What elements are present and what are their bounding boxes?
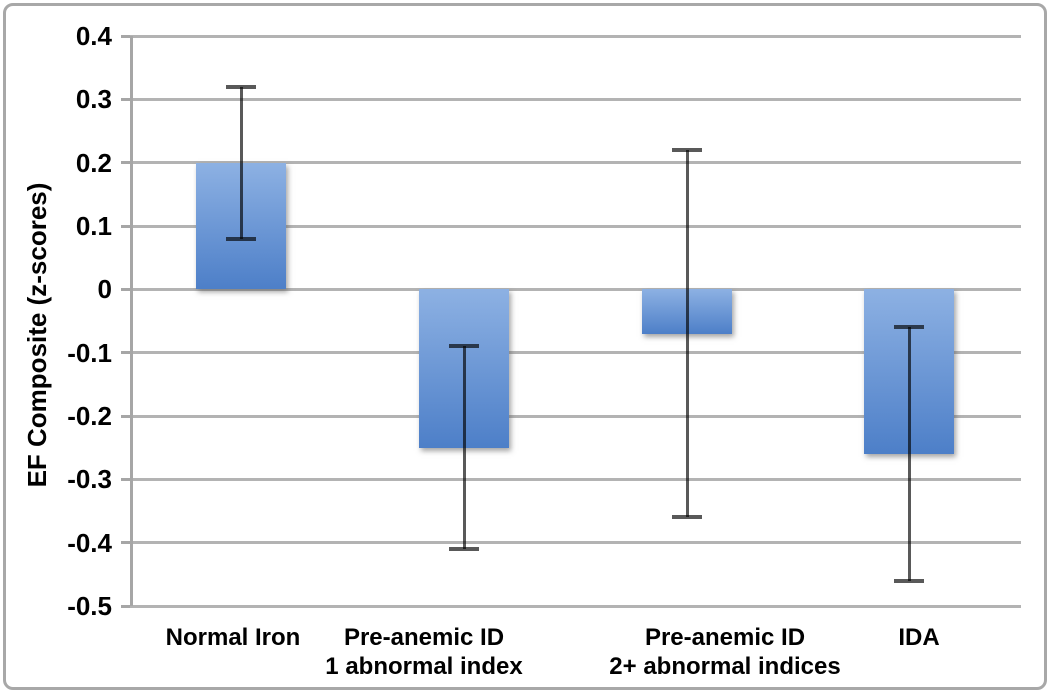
y-axis-tick <box>121 477 130 481</box>
bar-chart-figure: EF Composite (z-scores) 0.4 0.3 0.2 0.1 0 -0.… <box>3 3 1047 690</box>
x-category-label-line: Normal Iron <box>165 624 301 651</box>
x-category-label-line: 1 abnormal index <box>325 653 523 680</box>
x-category-label: IDA <box>759 623 1044 652</box>
y-axis-tick <box>121 161 130 165</box>
y-axis-tick <box>121 34 130 38</box>
error-bar-cap <box>894 325 924 330</box>
y-tick-label: -0.1 <box>67 337 112 368</box>
gridline <box>130 287 1021 291</box>
gridline <box>130 477 1021 481</box>
y-tick-label: -0.4 <box>67 527 112 558</box>
y-tick-label: 0.4 <box>75 21 112 51</box>
y-axis-tick <box>121 351 130 355</box>
gridline <box>130 97 1021 101</box>
x-category-label: Pre-anemic ID 1 abnormal index <box>264 623 584 681</box>
y-axis-tick <box>121 541 130 545</box>
y-axis-tick <box>121 287 130 291</box>
y-tick-label: 0.3 <box>75 84 112 115</box>
x-category-label: Normal Iron <box>73 623 393 652</box>
error-bar-cap <box>226 236 256 241</box>
x-category-label-line: IDA <box>898 624 940 651</box>
y-tick-label: 0 <box>97 274 112 305</box>
error-bar-cap <box>449 344 479 349</box>
error-bar-cap <box>894 578 924 583</box>
y-tick-label: -0.3 <box>67 464 112 495</box>
y-axis-tick <box>121 414 130 418</box>
error-bar-line <box>907 327 911 581</box>
y-axis-line <box>130 36 133 606</box>
gridline <box>130 351 1021 355</box>
error-bar-cap <box>449 547 479 551</box>
y-axis-tick <box>121 97 130 101</box>
gridline <box>130 604 1021 608</box>
y-tick-label: -0.5 <box>67 591 112 621</box>
error-bar-line <box>462 346 466 549</box>
error-bar-line <box>239 86 243 239</box>
gridline <box>130 414 1021 418</box>
error-bar-cap <box>672 515 702 520</box>
gridline <box>130 161 1021 165</box>
gridline <box>130 34 1021 38</box>
x-category-label-line: Pre-anemic ID <box>343 624 505 651</box>
x-category-label-line: Pre-anemic ID <box>644 624 806 651</box>
gridline <box>130 224 1021 228</box>
error-bar-cap <box>226 84 256 89</box>
x-category-label: Pre-anemic ID 2+ abnormal indices <box>565 623 885 681</box>
y-axis-tick <box>121 224 130 228</box>
gridline <box>130 541 1021 545</box>
error-bar-line <box>685 150 689 518</box>
y-axis-tick <box>121 604 130 608</box>
y-tick-label: -0.2 <box>67 401 112 431</box>
error-bar-cap <box>672 148 702 152</box>
y-tick-label: 0.2 <box>75 147 112 178</box>
x-category-label-line: 2+ abnormal indices <box>609 653 841 680</box>
y-tick-label: 0.1 <box>75 211 112 241</box>
y-axis-title: EF Composite (z-scores) <box>22 182 52 488</box>
